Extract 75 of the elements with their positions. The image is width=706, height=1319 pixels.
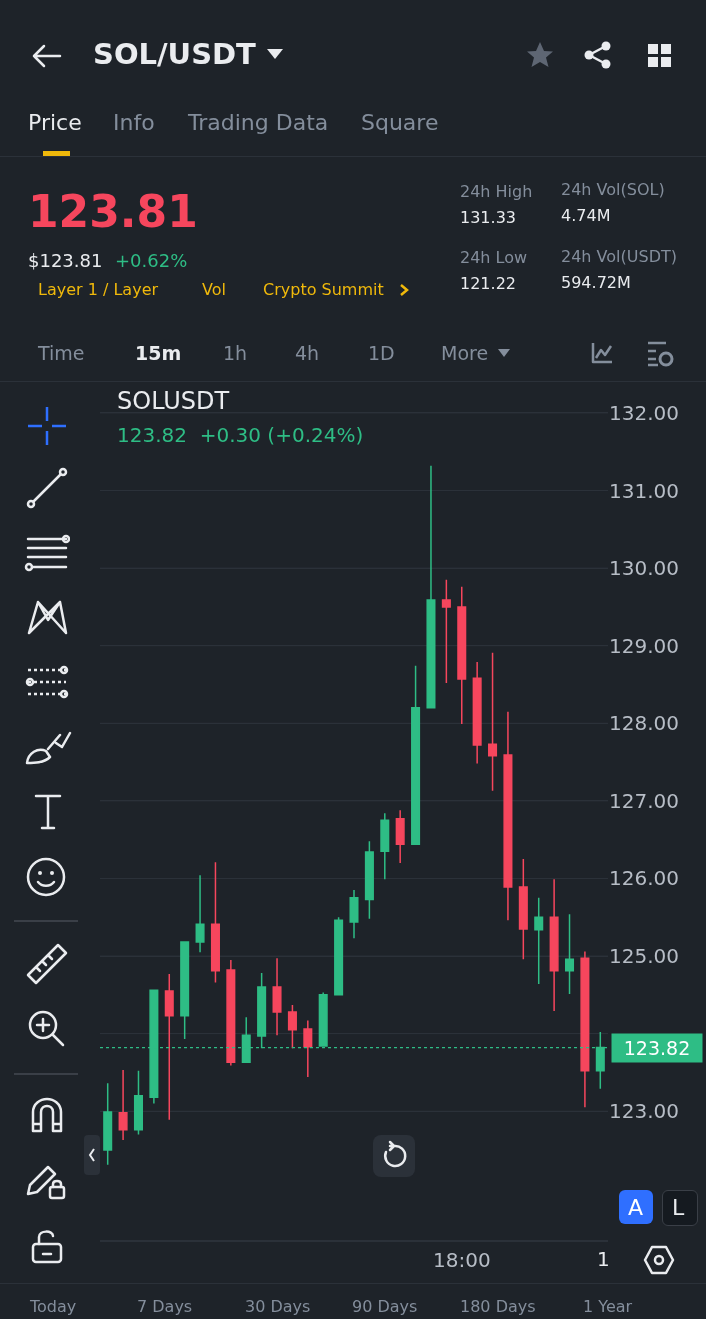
- text: 4h: [295, 342, 320, 364]
- text: A: [628, 1195, 644, 1220]
- candlestick: [580, 950, 590, 1109]
- candlestick: [180, 941, 190, 1040]
- text: 180 Days: [460, 1297, 536, 1316]
- candlestick: [457, 585, 467, 725]
- candlestick: [118, 1069, 128, 1141]
- candlestick: [164, 973, 174, 1121]
- text: Crypto Summit: [263, 280, 384, 299]
- candlestick: [349, 889, 359, 939]
- y-tick-label: 129.00: [609, 633, 679, 658]
- candlestick: [287, 1004, 297, 1050]
- text: 24h Low: [460, 248, 528, 267]
- candlestick: [503, 710, 513, 922]
- candlestick: [380, 812, 390, 880]
- text: 15m: [135, 342, 182, 364]
- candlestick: [488, 651, 498, 792]
- y-tick-label: 131.00: [609, 478, 679, 503]
- text: 24h High: [460, 182, 533, 201]
- text: Layer 1 / Layer: [38, 280, 159, 299]
- text: 90 Days: [352, 1297, 418, 1316]
- text: 121.22: [460, 274, 516, 293]
- candlestick: [518, 858, 528, 960]
- text: 1h: [223, 342, 248, 364]
- text: L: [672, 1195, 685, 1220]
- text: 24h Vol(USDT): [561, 247, 677, 266]
- y-tick-label: 125.00: [609, 944, 679, 969]
- candlestick: [195, 874, 205, 953]
- candlestick: [226, 959, 236, 1067]
- candlestick: [411, 665, 421, 846]
- text: 123.81: [28, 186, 198, 237]
- ref-line-label: 123.82: [623, 1037, 691, 1059]
- candlestick: [395, 809, 405, 864]
- candlestick: [426, 464, 436, 709]
- text: Vol: [202, 280, 226, 299]
- text: 1: [597, 1247, 610, 1271]
- candlestick: [549, 878, 559, 1012]
- candlestick: [441, 578, 451, 684]
- candlestick: [210, 861, 220, 984]
- text: SOL/USDT: [93, 37, 256, 71]
- chart-title: SOLUSDT: [117, 387, 230, 415]
- text: 4.74M: [561, 206, 611, 225]
- text: Info: [113, 110, 155, 135]
- text: Trading Data: [188, 110, 329, 135]
- text: 594.72M: [561, 273, 631, 292]
- text: Price: [28, 110, 82, 135]
- text: 7 Days: [137, 1297, 193, 1316]
- text: Square: [361, 110, 439, 135]
- text: Time: [38, 342, 85, 364]
- candlestick: [364, 840, 374, 920]
- y-tick-label: 123.00: [609, 1099, 679, 1124]
- candlestick: [103, 1082, 113, 1166]
- candlestick: [334, 916, 344, 996]
- text: 30 Days: [245, 1297, 311, 1316]
- candlestick: [564, 913, 575, 995]
- candlestick: [272, 957, 282, 1036]
- text: +0.62%: [115, 250, 188, 271]
- text: More: [441, 342, 489, 364]
- text: 18:00: [433, 1248, 491, 1272]
- text: 1 Year: [583, 1297, 633, 1316]
- candlestick: [534, 897, 544, 985]
- candlestick: [133, 1070, 144, 1136]
- y-tick-label: 130.00: [609, 556, 679, 581]
- text: 1D: [368, 342, 395, 364]
- text: 131.33: [460, 208, 516, 227]
- y-tick-label: 128.00: [609, 711, 679, 736]
- y-tick-label: 127.00: [609, 788, 679, 813]
- text: $123.81: [28, 250, 103, 271]
- y-tick-label: 132.00: [609, 400, 679, 425]
- text: 24h Vol(SOL): [561, 180, 665, 199]
- text: Today: [30, 1297, 77, 1316]
- text: 123.82 +0.30 (+0.24%): [117, 423, 364, 447]
- candlestick: [303, 1019, 313, 1078]
- candlestick: [472, 661, 482, 765]
- y-tick-label: 126.00: [609, 866, 679, 891]
